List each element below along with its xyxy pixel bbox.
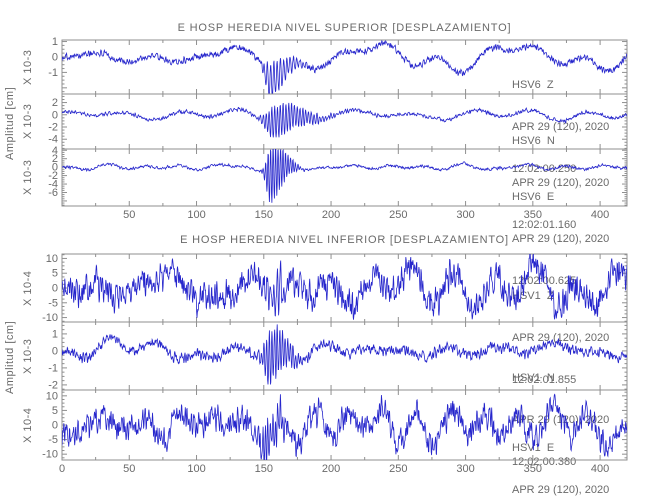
tick-label: 350 xyxy=(524,463,542,475)
panel-superior-title: E HOSP HEREDIA NIVEL SUPERIOR [DESPLAZAM… xyxy=(177,22,512,34)
waveform-hsv6-n xyxy=(62,102,627,138)
tick-label: -2 xyxy=(48,379,58,391)
tick-label: 1 xyxy=(52,328,58,340)
tick-label: -10 xyxy=(42,449,58,461)
trace-panel-hsv6-z: 1 0 -1 xyxy=(48,36,628,95)
trace-station-component: HSV1 N xyxy=(512,372,555,384)
tick-label: -10 xyxy=(42,312,58,324)
plot-frame xyxy=(61,93,628,150)
tick-label: -4 xyxy=(48,134,58,146)
tick-label: -2 xyxy=(48,170,58,182)
tick-label: 250 xyxy=(389,463,407,475)
tick-label: 100 xyxy=(187,463,205,475)
tick-label: -5 xyxy=(48,297,58,309)
plot-frame xyxy=(61,148,628,207)
trace-panel-hsv6-e: 420-2-4-6 xyxy=(48,145,628,207)
trace-start-time: 12:02:01.160 xyxy=(512,219,577,231)
trace-date: APR 29 (120), 2020 xyxy=(512,332,610,344)
trace-start-time: 12:02:01.855 xyxy=(512,374,577,386)
tick-label: 350 xyxy=(524,209,542,221)
trace-date: APR 29 (120), 2020 xyxy=(512,484,610,496)
waveform-hsv6-z xyxy=(62,40,627,94)
tick-label: 0 xyxy=(52,51,58,63)
trace-label-hsv1-z: HSV1 Z APR 29 (120), 2020 12:02:01.855 xyxy=(512,261,609,415)
trace-label-hsv6-n: HSV6 N APR 29 (120), 2020 12:02:01.160 xyxy=(512,106,609,260)
trace-label-hsv6-e: HSV6 E APR 29 (120), 2020 12:02:00.625 xyxy=(512,162,609,316)
tick-label: 0 xyxy=(59,463,65,475)
tick-label: 50 xyxy=(123,463,135,475)
tick-label: -4 xyxy=(48,179,58,191)
tick-label: 10 xyxy=(46,253,58,265)
tick-label: -1 xyxy=(48,362,58,374)
tick-label: -2 xyxy=(48,122,58,134)
tick-label: -1 xyxy=(48,67,58,79)
tick-label: -5 xyxy=(48,434,58,446)
tick-label: -6 xyxy=(48,187,58,199)
tick-label: 250 xyxy=(389,209,407,221)
trace-panel-hsv1-z: 10 5 0 -5 -10 xyxy=(42,253,628,324)
tick-label: 0 xyxy=(52,420,58,432)
waveform-hsv1-z xyxy=(62,254,627,320)
trace-date: APR 29 (120), 2020 xyxy=(512,177,610,189)
tick-label: 0 xyxy=(52,283,58,295)
trace-date: APR 29 (120), 2020 xyxy=(512,121,610,133)
tick-label: 200 xyxy=(322,209,340,221)
trace-station-component: HSV6 E xyxy=(512,191,555,203)
tick-label: 4 xyxy=(52,145,58,157)
tick-label: 400 xyxy=(591,463,609,475)
tick-label: 50 xyxy=(123,209,135,221)
waveform-hsv1-e xyxy=(62,393,627,460)
panel-inferior-title: E HOSP HEREDIA NIVEL INFERIOR [DESPLAZAM… xyxy=(180,234,509,246)
tick-label: 200 xyxy=(322,463,340,475)
tick-label: 5 xyxy=(52,268,58,280)
tick-label: 0 xyxy=(52,345,58,357)
tick-label: 1 xyxy=(52,36,58,48)
trace-panel-hsv1-e: 10 5 0 -5 -10 xyxy=(42,389,628,461)
plot-frame xyxy=(61,39,628,95)
tick-label: 150 xyxy=(255,463,273,475)
tick-label: 0 xyxy=(52,109,58,121)
tick-label: 5 xyxy=(52,405,58,417)
tick-label: 10 xyxy=(46,390,58,402)
trace-start-time: 12:02:00.625 xyxy=(512,275,577,287)
waveform-hsv1-n xyxy=(62,324,627,385)
tick-label: 2 xyxy=(52,153,58,165)
tick-label: 2 xyxy=(52,97,58,109)
tick-label: 0 xyxy=(52,162,58,174)
tick-label: 300 xyxy=(456,463,474,475)
tick-label: 300 xyxy=(456,209,474,221)
trace-station-component: HSV6 Z xyxy=(512,79,554,91)
waveform-hsv6-e xyxy=(62,149,627,203)
trace-panel-hsv1-n: 1 0 -1 -2 xyxy=(48,321,628,391)
plot-frame xyxy=(61,321,628,391)
trace-station-component: HSV6 N xyxy=(512,135,555,147)
trace-panel-hsv6-n: 20-2-4 xyxy=(48,93,628,150)
trace-station-component: HSV1 Z xyxy=(512,290,554,302)
trace-start-time: 12:02:00.380 xyxy=(512,456,577,468)
tick-label: 150 xyxy=(255,209,273,221)
tick-label: 400 xyxy=(591,209,609,221)
trace-date: APR 29 (120), 2020 xyxy=(512,233,610,245)
tick-label: 100 xyxy=(187,209,205,221)
